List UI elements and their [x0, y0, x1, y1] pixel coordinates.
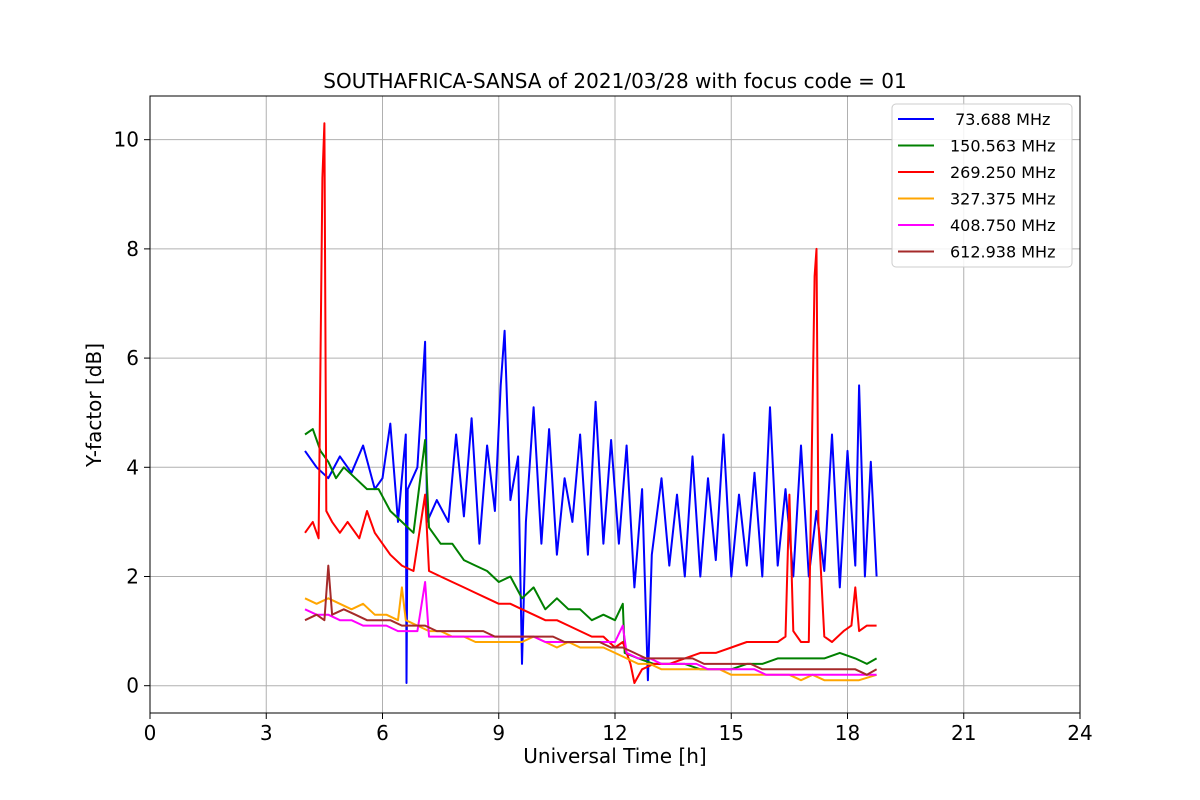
series-line-1: [304, 428, 878, 671]
grid-lines: [149, 96, 1081, 713]
legend: 73.688 MHz 150.563 MHz 269.250 MHz 327.375 …: [891, 103, 1073, 268]
legend-label-3: 327.375 MHz: [950, 190, 1055, 209]
x-axis-label: Universal Time [h]: [523, 744, 706, 768]
legend-label-0: 73.688 MHz: [950, 110, 1050, 129]
chart-title: SOUTHAFRICA-SANSA of 2021/03/28 with foc…: [323, 69, 907, 93]
series-lines: [304, 122, 878, 684]
y-tick-label-4: 8: [126, 237, 139, 261]
y-tick-label-5: 10: [114, 128, 139, 152]
y-tick-label-1: 2: [126, 564, 139, 588]
y-tick-label-0: 0: [126, 674, 139, 698]
x-tick-label-5: 15: [719, 721, 744, 745]
y-tick-label-2: 4: [126, 455, 139, 479]
x-tick-label-8: 24: [1067, 721, 1092, 745]
x-tick-label-1: 3: [260, 721, 273, 745]
legend-label-2: 269.250 MHz: [950, 163, 1055, 182]
x-tick-label-0: 0: [144, 721, 157, 745]
x-tick-label-6: 18: [835, 721, 860, 745]
x-tick-label-2: 6: [376, 721, 389, 745]
y-tick-label-3: 6: [126, 346, 139, 370]
legend-box: [891, 103, 1073, 268]
series-line-2: [304, 122, 877, 684]
series-line-5: [304, 564, 878, 676]
y-axis-label: Y-factor [dB]: [82, 343, 106, 468]
legend-label-1: 150.563 MHz: [950, 137, 1055, 156]
legend-label-4: 408.750 MHz: [950, 216, 1055, 235]
x-tick-label-4: 12: [602, 721, 627, 745]
x-tick-label-3: 9: [492, 721, 505, 745]
x-tick-label-7: 21: [951, 721, 976, 745]
legend-label-5: 612.938 MHz: [950, 243, 1055, 262]
